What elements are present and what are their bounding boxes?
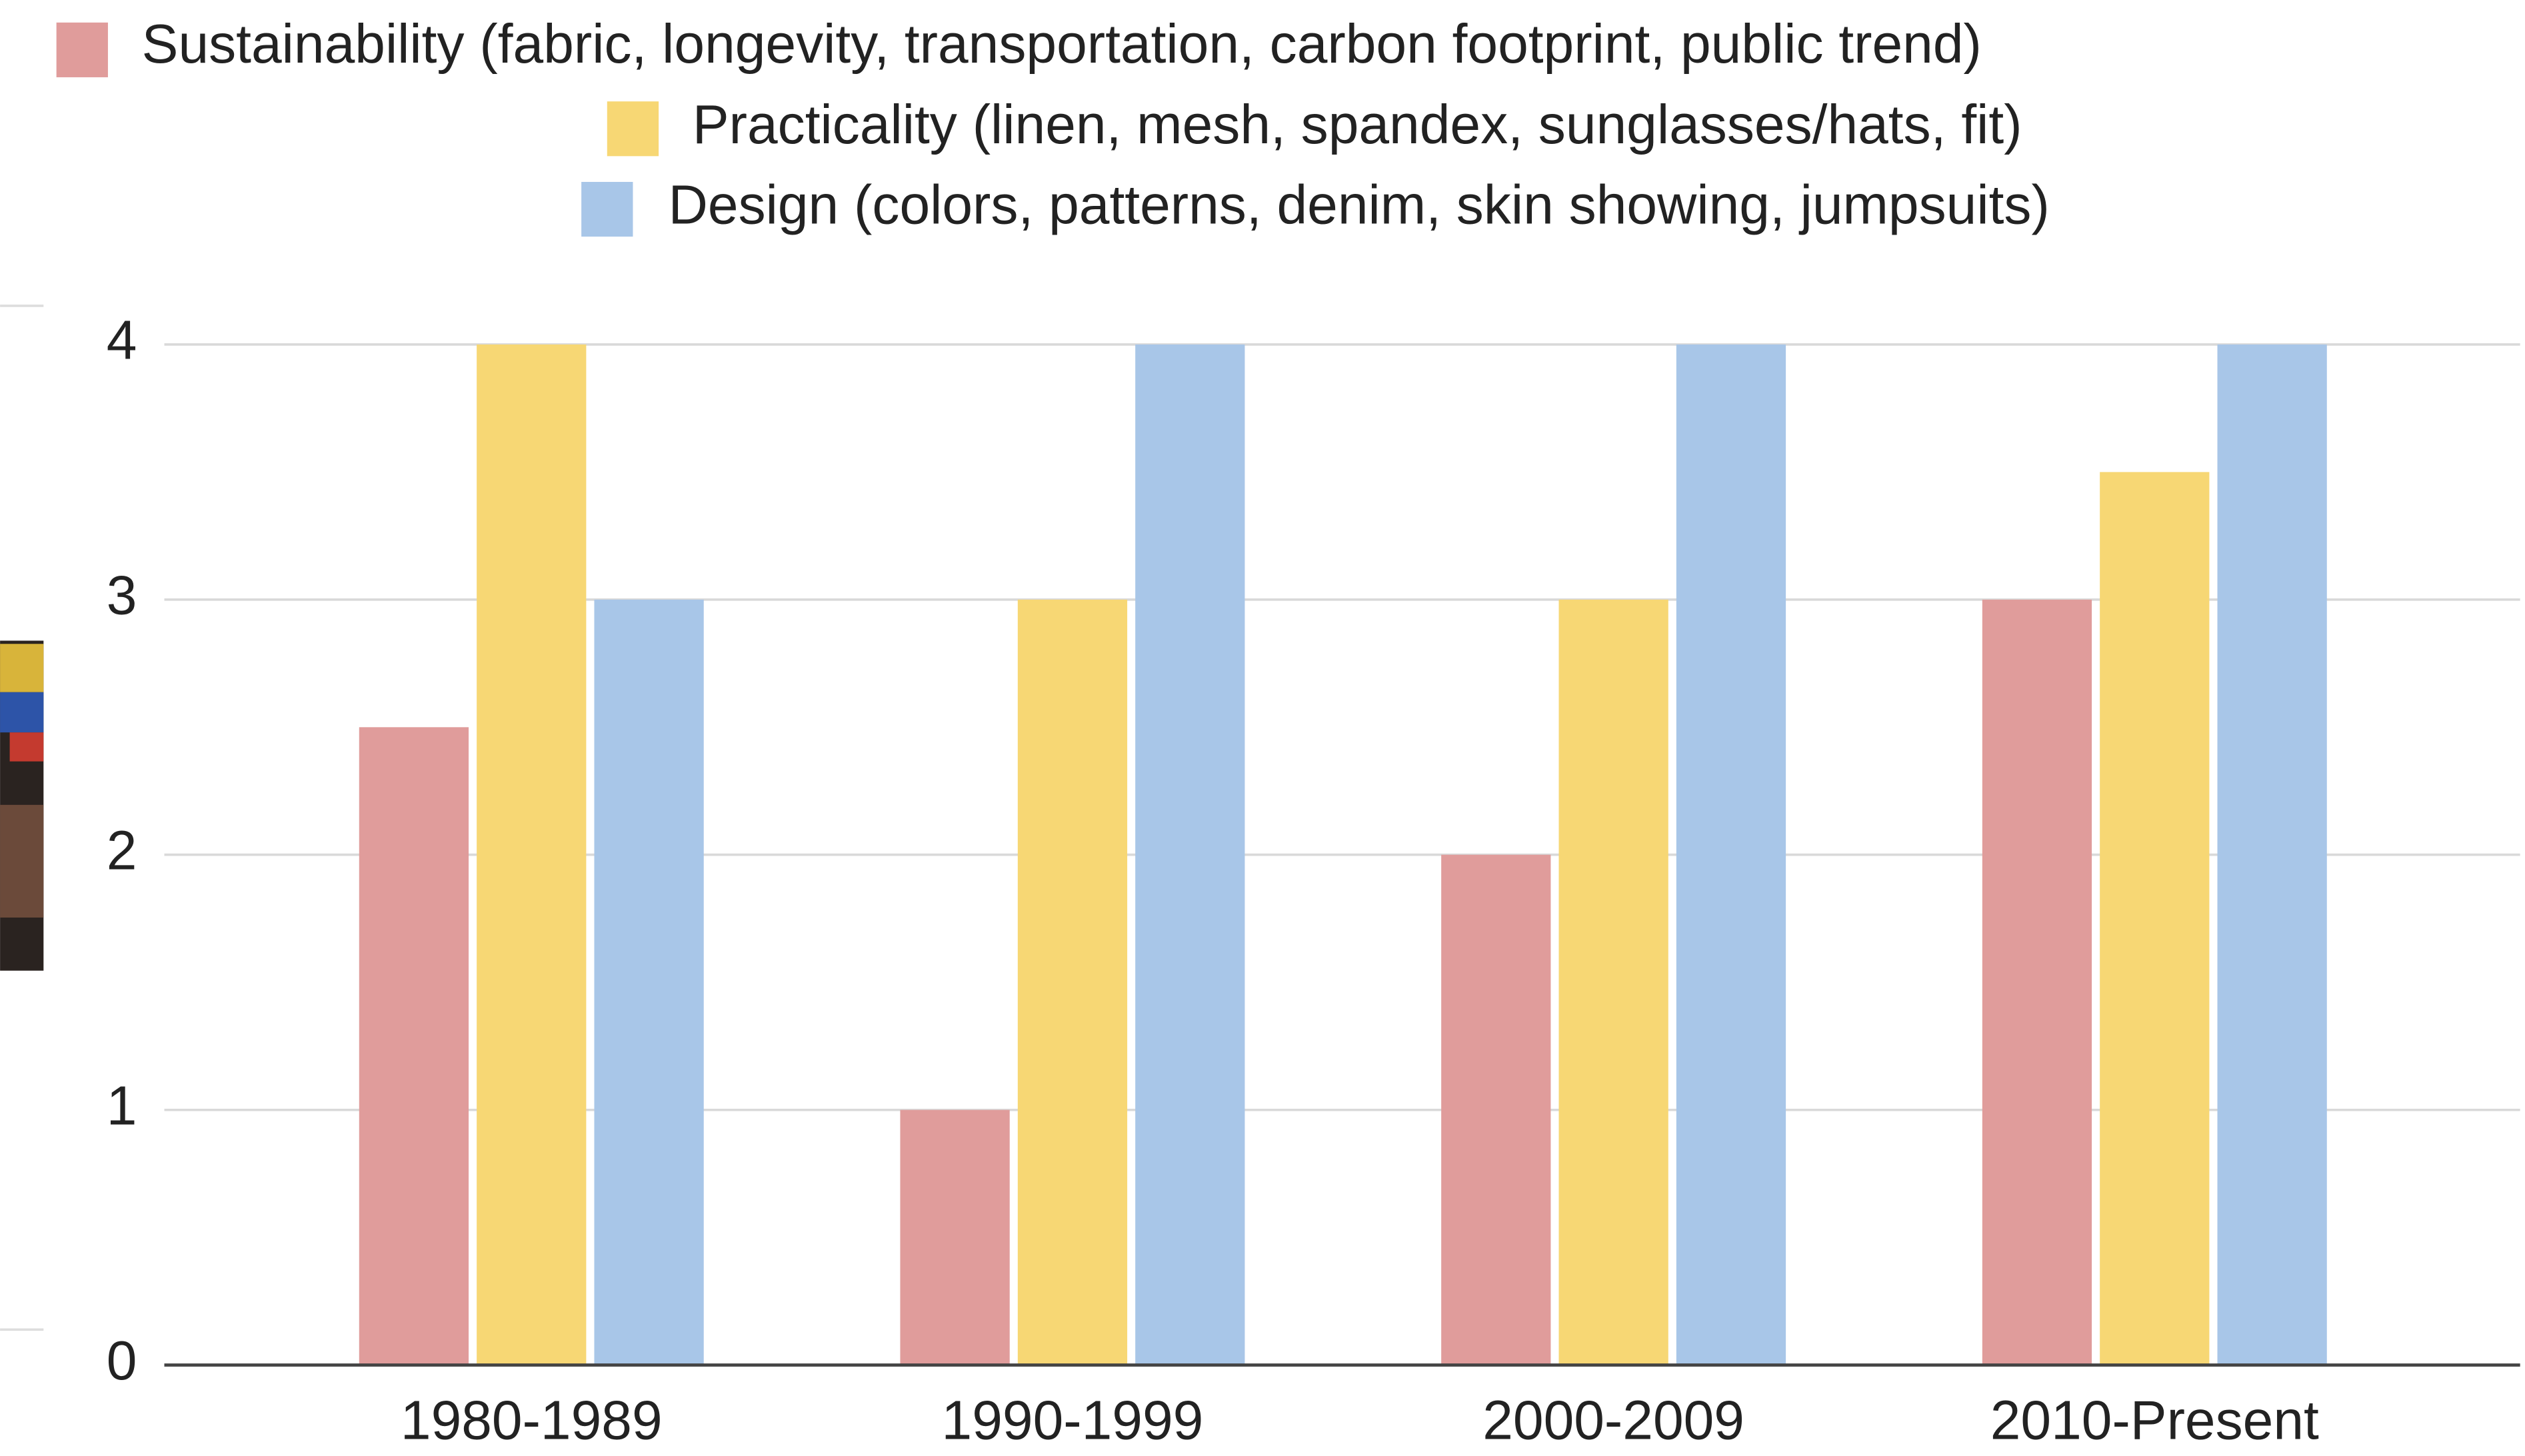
legend-label: Sustainability (fabric, longevity, trans… — [142, 14, 1982, 75]
bar — [1676, 345, 1786, 1365]
chart: Sustainability (fabric, longevity, trans… — [0, 0, 2525, 1456]
bar — [900, 1110, 1009, 1365]
x-tick-label: 1980-1989 — [401, 1391, 663, 1451]
bar — [2218, 345, 2327, 1365]
photo-fragment — [0, 640, 43, 970]
y-tick-label: 0 — [107, 1331, 137, 1391]
y-tick-label: 3 — [107, 566, 137, 626]
legend-swatch — [57, 23, 108, 77]
bar — [1441, 855, 1550, 1365]
x-tick-label: 2010-Present — [1990, 1391, 2319, 1451]
legend-label: Practicality (linen, mesh, spandex, sung… — [693, 95, 2022, 155]
bar — [1982, 600, 2092, 1365]
legend-swatch — [581, 182, 633, 237]
page: {"chart_data": { "type": "bar", "categor… — [0, 0, 2525, 1456]
bar — [594, 600, 703, 1365]
bar — [359, 727, 469, 1365]
y-tick-label: 4 — [107, 311, 137, 371]
x-tick-label: 2000-2009 — [1482, 1391, 1744, 1451]
legend-swatch — [607, 101, 659, 156]
legend-label: Design (colors, patterns, denim, skin sh… — [669, 175, 2050, 236]
bar — [477, 345, 586, 1365]
bar — [1558, 600, 1668, 1365]
x-tick-label: 1990-1999 — [942, 1391, 1204, 1451]
bar — [1135, 345, 1245, 1365]
y-tick-label: 2 — [107, 820, 137, 881]
y-tick-label: 1 — [107, 1076, 137, 1136]
bar — [1018, 600, 1127, 1365]
bar — [2100, 472, 2209, 1365]
